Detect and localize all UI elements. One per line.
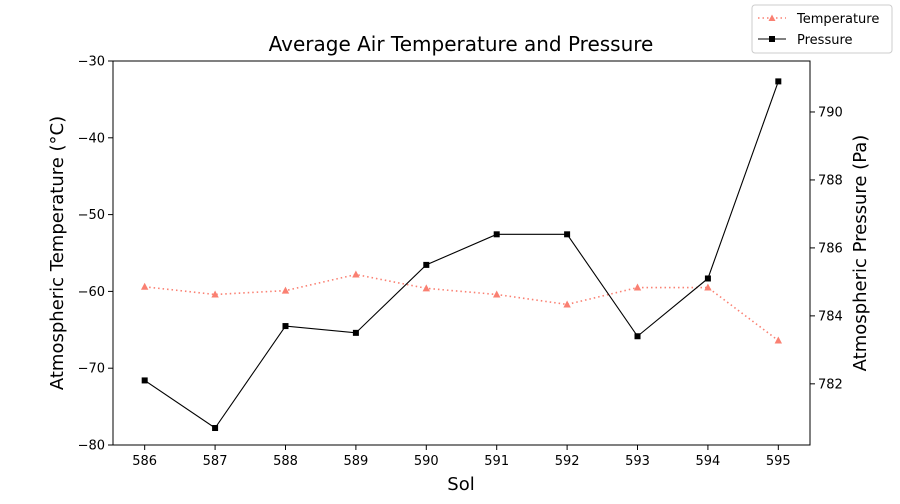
pressure-data-point <box>493 231 500 238</box>
temperature-data-point <box>633 283 642 291</box>
pressure-series-line <box>144 81 779 429</box>
legend-temperature-label: Temperature <box>796 12 879 27</box>
x-axis-label: Sol <box>447 474 474 495</box>
temperature-series-line <box>144 273 779 342</box>
chart-title: Average Air Temperature and Pressure <box>269 32 654 56</box>
pressure-data-point <box>141 377 148 384</box>
y-left-tick-label: −40 <box>78 131 105 146</box>
x-tick-label: 590 <box>414 454 439 469</box>
temperature-data-point <box>563 300 571 308</box>
temperature-data-point <box>140 282 149 290</box>
pressure-data-point <box>423 261 430 268</box>
y-left-tick-label: −80 <box>78 439 105 454</box>
y-left-tick-label: −70 <box>78 362 105 377</box>
pressure-data-point <box>775 78 782 85</box>
pressure-data-point <box>352 329 359 336</box>
legend-temperature-marker <box>768 14 776 21</box>
x-tick-label: 592 <box>555 454 580 469</box>
legend: Temperature Pressure <box>751 4 893 54</box>
temperature-data-point <box>211 290 219 298</box>
x-tick-label: 591 <box>484 454 509 469</box>
x-tick-label: 594 <box>696 454 721 469</box>
x-tick-label: 588 <box>273 454 298 469</box>
temperature-data-point <box>352 270 360 278</box>
pressure-data-point <box>704 275 711 282</box>
pressure-data-point <box>282 323 289 330</box>
y-left-tick-label: −60 <box>78 285 105 300</box>
legend-frame <box>751 4 893 54</box>
y-right-tick-label: 784 <box>818 309 843 324</box>
y-right-tick-label: 788 <box>818 173 843 188</box>
temperature-data-point <box>422 284 430 292</box>
y-axis-left-label: Atmospheric Temperature (°C) <box>47 116 68 390</box>
temperature-data-point <box>493 290 501 298</box>
temperature-data-point <box>704 283 712 291</box>
x-tick-label: 595 <box>766 454 791 469</box>
y-left-tick-label: −50 <box>78 208 105 223</box>
x-tick-label: 589 <box>343 454 368 469</box>
y-right-tick-label: 790 <box>818 105 843 120</box>
legend-pressure-marker <box>769 36 775 42</box>
y-right-tick-label: 782 <box>818 377 843 392</box>
y-left-tick-label: −30 <box>78 55 105 70</box>
x-tick-label: 593 <box>625 454 650 469</box>
y-axis-right-label: Atmospheric Pressure (Pa) <box>850 135 871 372</box>
y-right-tick-label: 786 <box>818 241 843 256</box>
temperature-data-point <box>774 336 783 344</box>
legend-pressure-label: Pressure <box>797 33 853 48</box>
pressure-data-point <box>634 333 641 340</box>
temperature-data-point <box>281 286 290 294</box>
x-tick-label: 586 <box>132 454 157 469</box>
pressure-data-point <box>212 425 219 432</box>
plot-frame <box>112 60 811 446</box>
pressure-data-point <box>564 231 571 238</box>
x-tick-label: 587 <box>203 454 228 469</box>
